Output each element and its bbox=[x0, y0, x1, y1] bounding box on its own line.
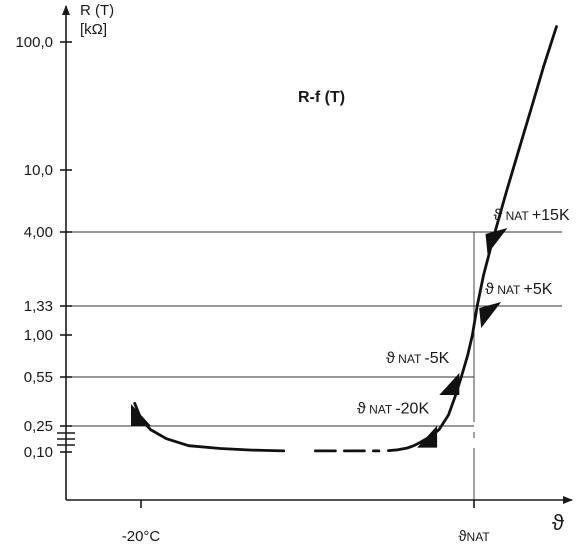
x-tick-labels: -20°C ϑNAT bbox=[122, 500, 490, 545]
y-tick-label: 0,55 bbox=[24, 369, 53, 386]
tolerance-marker bbox=[439, 373, 460, 395]
annotation-label: ϑ NAT +15K bbox=[494, 207, 570, 224]
y-tick-label: 1,00 bbox=[24, 327, 53, 344]
axes bbox=[57, 5, 573, 504]
y-axis-label: R (T) bbox=[80, 2, 114, 19]
curve-line bbox=[387, 25, 558, 452]
y-tick-label: 0,10 bbox=[24, 444, 53, 461]
y-tick-label: 100,0 bbox=[15, 34, 53, 51]
y-tick-label: 1,33 bbox=[24, 298, 53, 315]
tolerance-marker bbox=[485, 228, 508, 254]
y-tick-labels: 100,0 10,0 4,00 1,33 1,00 0,55 0,25 0,10 bbox=[15, 34, 72, 461]
annotation-label: ϑ NAT -20K bbox=[357, 401, 429, 418]
reference-lines bbox=[66, 231, 562, 503]
y-axis-unit: [kΩ] bbox=[80, 21, 107, 38]
x-tick-label: -20°C bbox=[122, 528, 161, 545]
annotation-label: ϑ NAT -5K bbox=[386, 350, 450, 367]
tolerance-marker bbox=[417, 425, 438, 448]
y-tick-label: 10,0 bbox=[24, 162, 53, 179]
y-tick-label: 4,00 bbox=[24, 224, 53, 241]
annotations: ϑ NAT +15K ϑ NAT +5K ϑ NAT -5K ϑ NAT -20K bbox=[357, 207, 570, 418]
x-tick-label: ϑNAT bbox=[458, 528, 490, 545]
y-tick-label: 0,25 bbox=[24, 418, 53, 435]
tolerance-marker bbox=[479, 302, 502, 328]
tolerance-marker bbox=[131, 404, 151, 426]
chart-title: R-f (T) bbox=[298, 89, 345, 106]
tolerance-markers bbox=[131, 228, 508, 448]
x-axis-label: ϑ bbox=[552, 510, 564, 535]
curve-line bbox=[133, 401, 286, 453]
annotation-label: ϑ NAT +5K bbox=[485, 281, 553, 298]
